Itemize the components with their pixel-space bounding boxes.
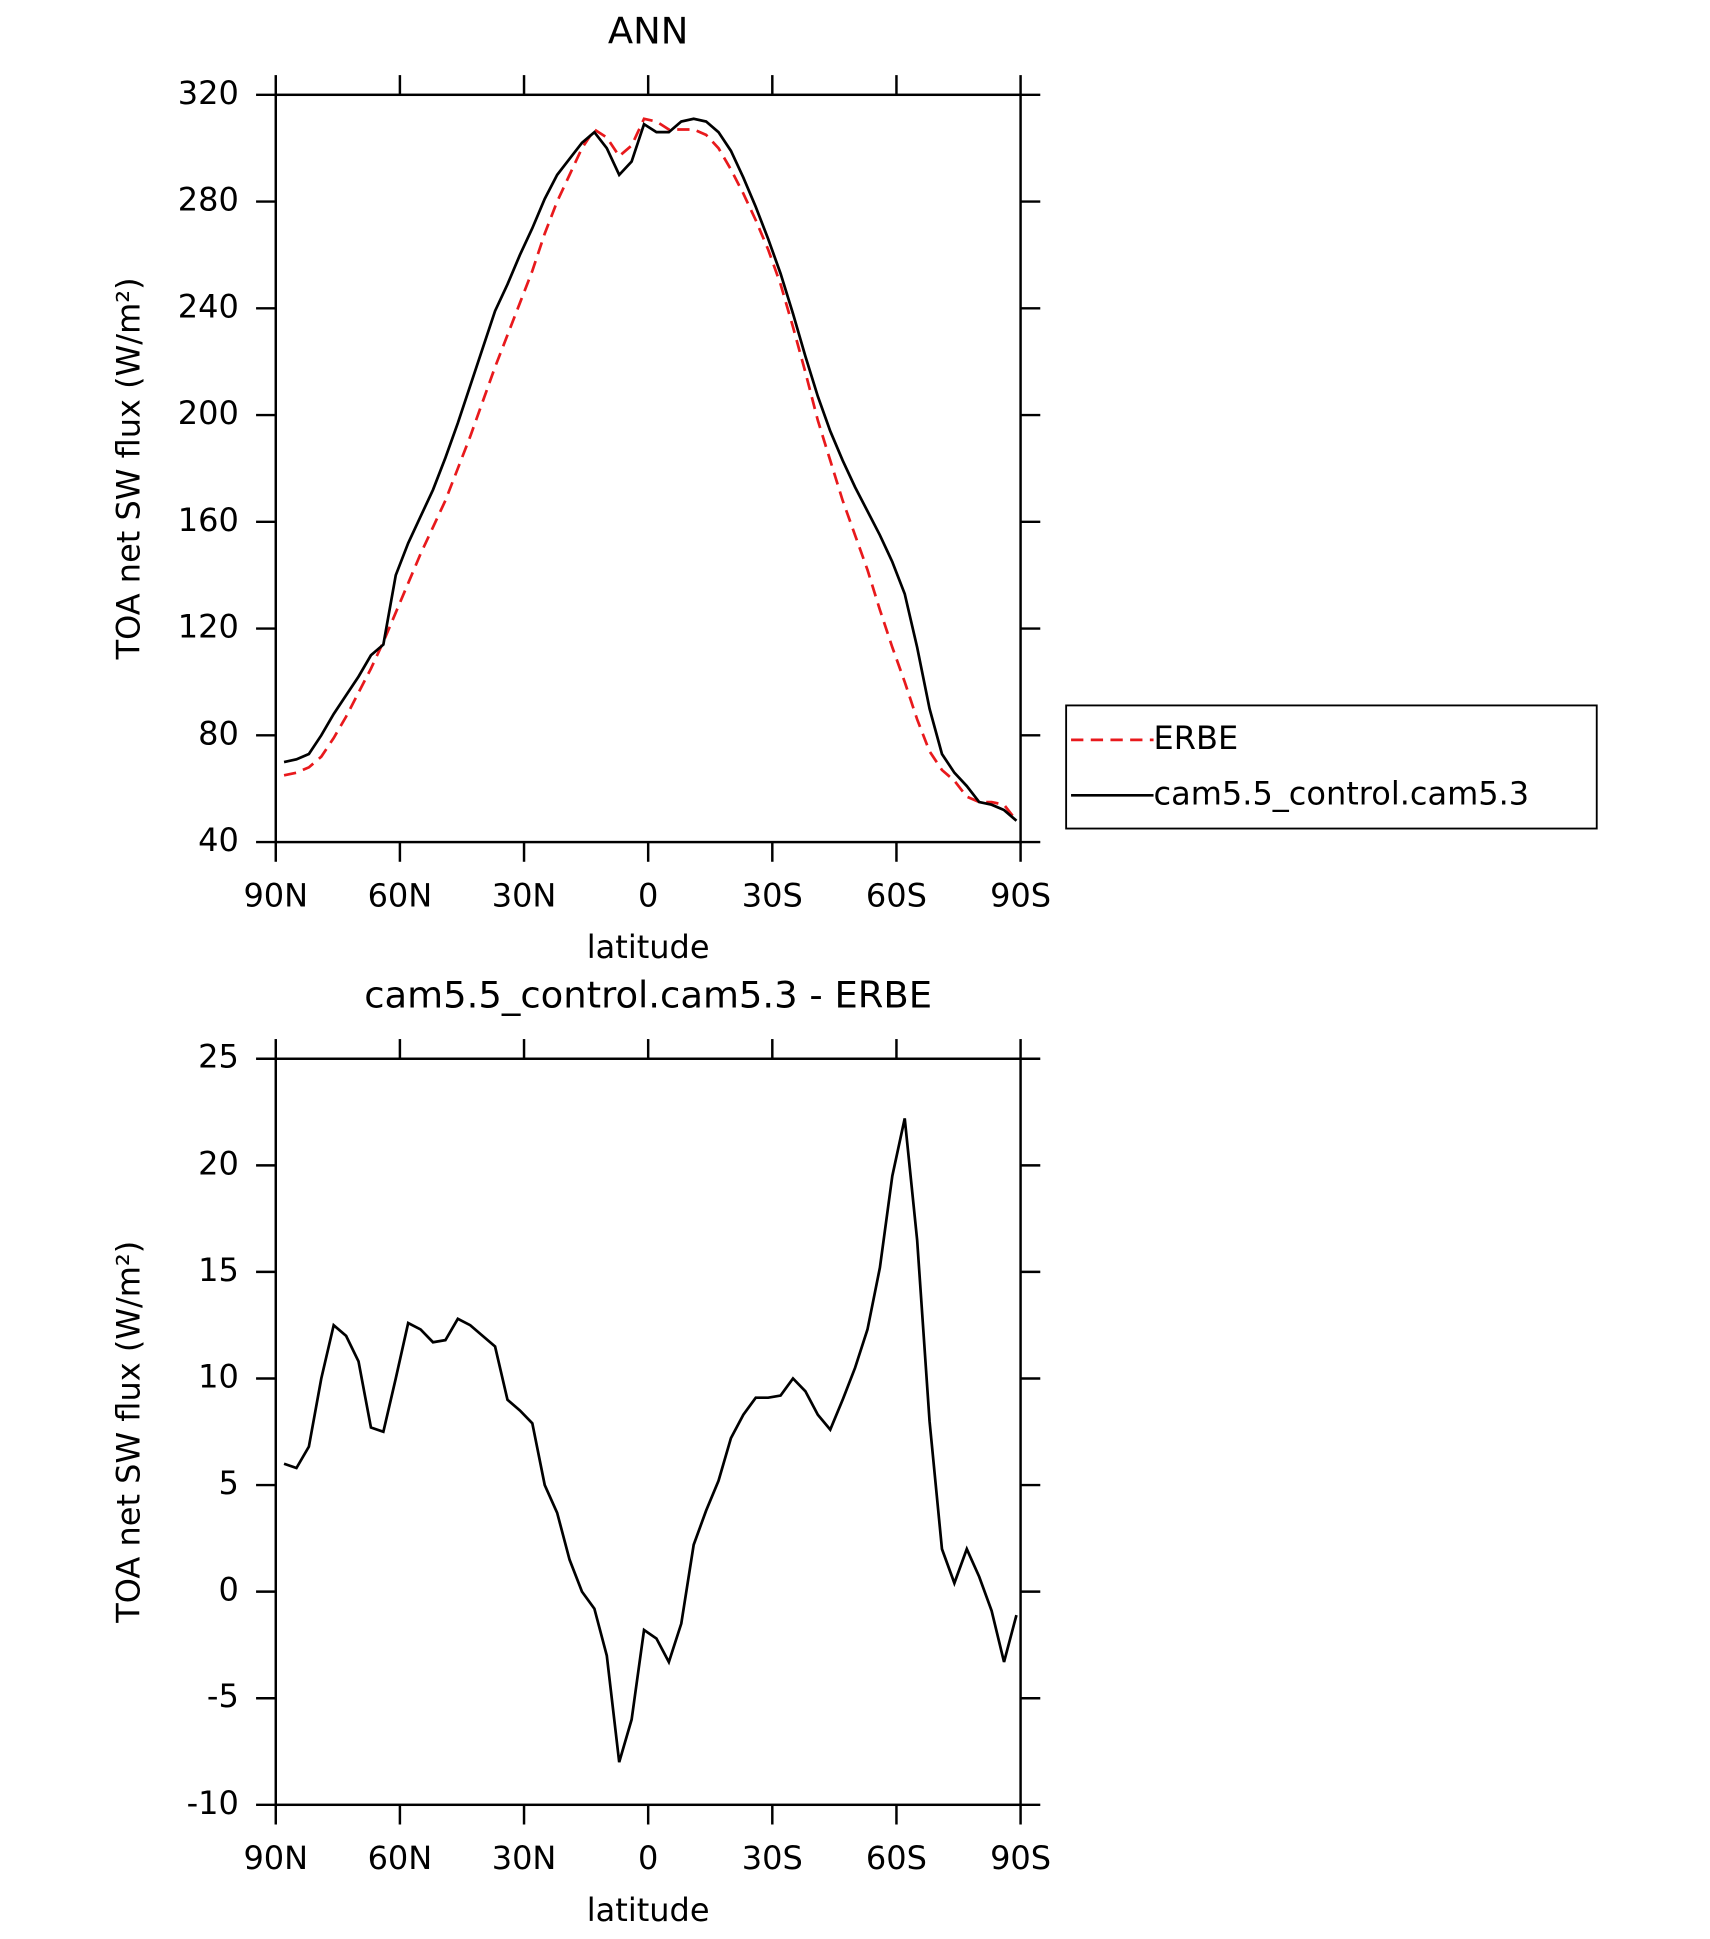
y-tick-label: 280 xyxy=(178,181,239,219)
y-tick-label: 0 xyxy=(218,1571,238,1609)
y-tick-label: 20 xyxy=(198,1144,239,1182)
plot-frame xyxy=(274,93,1022,844)
y-tick-label: 40 xyxy=(198,821,239,859)
y-tick-label: 25 xyxy=(198,1038,239,1076)
legend-label: cam5.5_control.cam5.3 xyxy=(1154,774,1530,812)
x-tick-label: 60N xyxy=(368,876,433,914)
y-axis-label: TOA net SW flux (W/m²) xyxy=(109,277,147,660)
y-tick-label: 5 xyxy=(218,1464,238,1502)
y-tick-label: -10 xyxy=(187,1784,239,1822)
x-tick-label: 0 xyxy=(638,1839,658,1877)
data-line xyxy=(283,117,1018,822)
legend-label: ERBE xyxy=(1154,719,1239,757)
y-tick-label: 120 xyxy=(178,608,239,646)
legend-box xyxy=(1065,704,1598,830)
x-tick-label: 0 xyxy=(638,876,658,914)
x-tick-label: 30N xyxy=(492,876,557,914)
x-tick-label: 90N xyxy=(243,1839,308,1877)
data-line xyxy=(283,1118,1018,1763)
chart-title: cam5.5_control.cam5.3 - ERBE xyxy=(364,974,932,1017)
x-tick-label: 90S xyxy=(990,876,1051,914)
chart-title: ANN xyxy=(608,10,689,53)
x-tick-label: 30N xyxy=(492,1839,557,1877)
x-axis-label: latitude xyxy=(587,1891,710,1929)
x-tick-label: 30S xyxy=(742,876,803,914)
y-tick-label: 240 xyxy=(178,287,239,325)
y-tick-label: 160 xyxy=(178,501,239,539)
x-tick-label: 90N xyxy=(243,876,308,914)
y-tick-label: -5 xyxy=(207,1677,239,1715)
y-tick-label: 10 xyxy=(198,1357,239,1395)
x-tick-label: 60N xyxy=(368,1839,433,1877)
x-tick-label: 30S xyxy=(742,1839,803,1877)
y-tick-label: 320 xyxy=(178,74,239,112)
x-tick-label: 90S xyxy=(990,1839,1051,1877)
x-tick-label: 60S xyxy=(866,876,927,914)
x-axis-label: latitude xyxy=(587,928,710,966)
y-tick-label: 80 xyxy=(198,714,239,752)
y-tick-label: 15 xyxy=(198,1251,239,1289)
x-tick-label: 60S xyxy=(866,1839,927,1877)
y-axis-label: TOA net SW flux (W/m²) xyxy=(109,1241,147,1624)
y-tick-label: 200 xyxy=(178,394,239,432)
data-line xyxy=(283,117,1018,822)
